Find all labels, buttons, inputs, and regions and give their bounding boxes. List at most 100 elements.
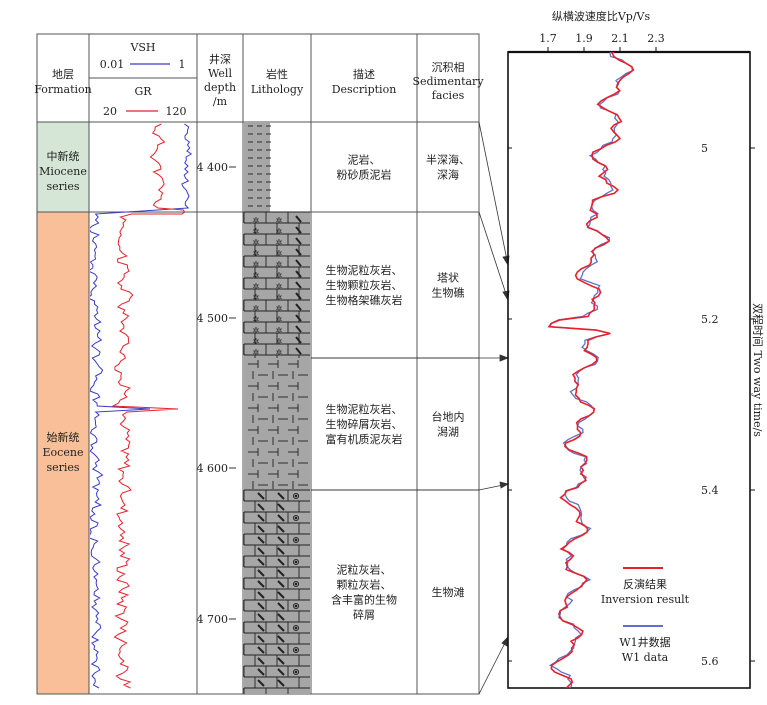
vpvs-x-tick: 2.1 [611, 32, 629, 45]
gr-label: GR [134, 85, 152, 98]
description-line: 生物碎屑灰岩、 [326, 417, 403, 431]
svg-text:✲: ✲ [253, 326, 260, 335]
svg-text:✲: ✲ [253, 238, 260, 247]
miocene-name-en1: Miocene [39, 165, 87, 178]
w1-data-curve [547, 52, 635, 688]
facies-header-en2: facies [432, 89, 465, 102]
lithology-header-cn: 岩性 [266, 67, 288, 81]
depth-header-en1: Well [208, 67, 232, 80]
vpvs-y-tick: 5.2 [701, 313, 719, 326]
legend: 反演结果 Inversion result W1井数据 W1 data [601, 567, 690, 664]
facies-line: 生物滩 [432, 585, 465, 599]
description-line: 生物泥粒灰岩、 [326, 402, 403, 416]
lithology-column: ✲ ✲ ✲ ✲ ✲ ✲ ✲ ✲ ✲ ✲ ✲ ✲ ✲ ✲ ✲ ✲ ✲ ✲ ✲ ✲ ✲ ✲ ✲ ✲ ✲ ✲ [243, 122, 310, 694]
facies-line: 潟湖 [437, 426, 459, 439]
description-line: 生物格架礁灰岩 [326, 293, 403, 307]
miocene-name-en2: series [46, 180, 79, 193]
svg-text:✲: ✲ [253, 260, 260, 269]
eocene-fill [37, 212, 89, 694]
depth-header-cn: 井深 [209, 52, 231, 66]
description-line: 生物颗粒灰岩、 [326, 278, 403, 292]
depth-tick-4400: 4 400 [197, 161, 229, 174]
svg-text:✲: ✲ [276, 348, 283, 357]
legend-w1-en: W1 data [622, 651, 669, 664]
vpvs-x-tick: 2.3 [647, 32, 665, 45]
gr-min: 20 [103, 105, 117, 118]
description-line: 富有机质泥灰岩 [326, 432, 403, 446]
formation-header-cn: 地层 [52, 68, 74, 81]
vpvs-y-tick: 5.4 [701, 484, 719, 497]
svg-text:✲: ✲ [253, 227, 260, 236]
svg-text:✲: ✲ [253, 348, 260, 357]
description-line: 颗粒灰岩、 [337, 578, 392, 592]
svg-text:✲: ✲ [253, 293, 260, 302]
mudstone-block [244, 122, 270, 212]
facies-line: 深海 [437, 168, 459, 182]
facies-line: 塔状 [437, 271, 459, 285]
vpvs-y-label: 双程时间 Two way time/s [751, 303, 764, 437]
vsh-min: 0.01 [100, 58, 125, 71]
miocene-fill [37, 122, 89, 212]
gr-max: 120 [166, 105, 187, 118]
svg-text:✲: ✲ [276, 304, 283, 313]
description-line: 含丰富的生物 [331, 593, 397, 607]
description-column: 泥岩、粉砂质泥岩生物泥粒灰岩、生物颗粒灰岩、生物格架礁灰岩生物泥粒灰岩、生物碎屑… [326, 153, 403, 622]
vsh-curve [90, 123, 193, 689]
svg-text:✲: ✲ [276, 216, 283, 225]
vpvs-y-tick: 5.6 [701, 655, 719, 668]
description-line: 泥岩、 [348, 153, 381, 167]
svg-text:✲: ✲ [276, 260, 283, 269]
description-line: 泥粒灰岩、 [337, 563, 392, 577]
vpvs-panel: 纵横波速度比Vp/Vs 1.7 1.9 2.1 2.3 5 5.2 5.4 5.6 双程时间… [507, 9, 764, 689]
svg-text:✲: ✲ [276, 337, 283, 346]
facies-line: 台地内 [432, 410, 465, 424]
facies-line: 半深海、 [426, 153, 470, 167]
vpvs-y-tick: 5 [701, 142, 708, 155]
description-line: 生物泥粒灰岩、 [326, 263, 403, 277]
gr-curve [111, 123, 186, 689]
legend-inversion-cn: 反演结果 [623, 577, 667, 591]
svg-text:✲: ✲ [253, 304, 260, 313]
legend-w1-cn: W1井数据 [619, 635, 670, 649]
svg-text:✲: ✲ [253, 315, 260, 324]
vsh-max: 1 [179, 58, 186, 71]
svg-text:✲: ✲ [276, 282, 283, 291]
well-log-curves [90, 123, 193, 689]
svg-text:✲: ✲ [276, 238, 283, 247]
depth-tick-4700: 4 700 [197, 613, 229, 626]
facies-header-en1: Sedimentary [412, 75, 484, 88]
svg-text:✲: ✲ [276, 326, 283, 335]
formation-header-en: Formation [34, 83, 92, 96]
miocene-name-cn: 中新统 [47, 149, 80, 163]
facies-line: 生物礁 [432, 286, 465, 300]
vpvs-x-tick: 1.9 [575, 32, 593, 45]
eocene-name-en2: series [46, 461, 79, 474]
svg-text:✲: ✲ [276, 315, 283, 324]
svg-text:✲: ✲ [276, 227, 283, 236]
description-header-en: Description [332, 83, 397, 96]
depth-tick-4500: 4 500 [197, 312, 229, 325]
depth-header-en3: /m [213, 95, 228, 108]
depth-tick-4600: 4 600 [197, 462, 229, 475]
svg-text:✲: ✲ [276, 271, 283, 280]
svg-text:✲: ✲ [253, 337, 260, 346]
eocene-name-cn: 始新统 [47, 430, 80, 444]
description-header-cn: 描述 [353, 67, 375, 81]
lithology-header-en: Lithology [251, 83, 304, 96]
legend-inversion-en: Inversion result [601, 593, 690, 606]
svg-text:✲: ✲ [253, 282, 260, 291]
svg-text:✲: ✲ [253, 271, 260, 280]
svg-text:✲: ✲ [276, 293, 283, 302]
svg-text:✲: ✲ [276, 249, 283, 258]
vpvs-x-tick: 1.7 [539, 32, 557, 45]
description-line: 粉砂质泥岩 [337, 168, 392, 182]
facies-header-cn: 沉积相 [432, 61, 465, 74]
depth-header-en2: depth [204, 81, 236, 94]
inversion-curve [547, 52, 634, 688]
log-table: 地层 Formation VSH 0.01 1 GR 20 120 井深 Wel… [34, 33, 484, 695]
svg-text:✲: ✲ [253, 249, 260, 258]
description-line: 碎屑 [353, 608, 375, 622]
eocene-name-en1: Eocene [43, 446, 84, 459]
